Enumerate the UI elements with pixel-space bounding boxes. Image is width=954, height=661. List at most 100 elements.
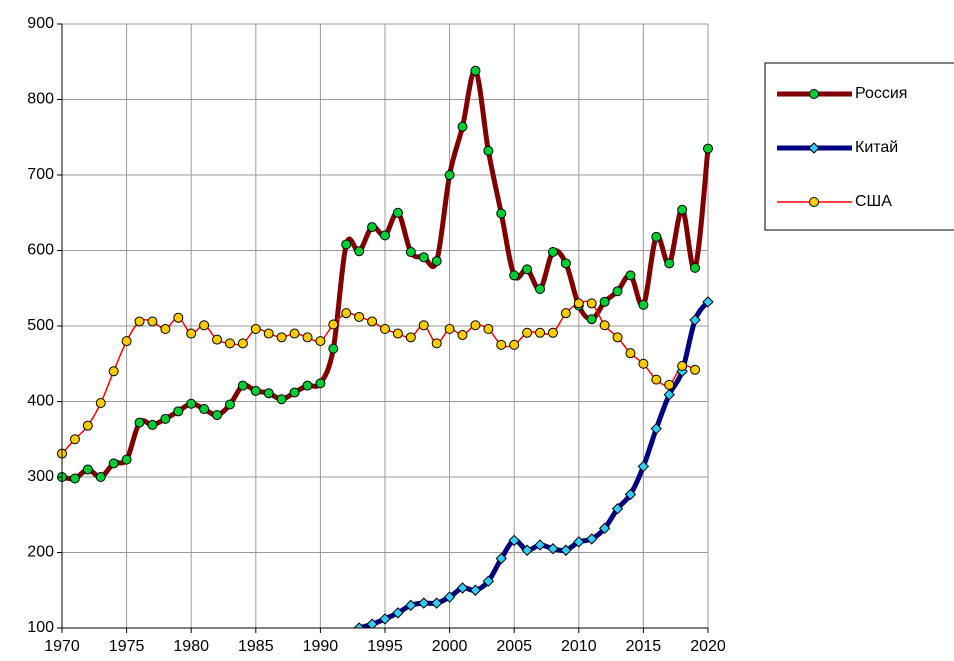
marker (418, 597, 430, 609)
marker (341, 239, 352, 250)
marker (199, 320, 210, 331)
marker (663, 388, 675, 401)
marker (469, 584, 482, 596)
marker (186, 328, 197, 339)
marker (108, 458, 119, 469)
marker (651, 374, 662, 385)
marker (405, 332, 416, 343)
marker (483, 324, 494, 335)
marker (82, 464, 93, 475)
marker (677, 204, 688, 215)
marker (611, 503, 624, 515)
marker (664, 379, 675, 390)
marker (289, 328, 300, 339)
marker (212, 334, 223, 345)
marker (134, 316, 145, 327)
marker (689, 314, 701, 326)
marker (560, 544, 572, 556)
marker (496, 208, 507, 219)
y-tick-label: 200 (27, 544, 54, 561)
marker (509, 339, 520, 350)
y-tick-label: 700 (27, 166, 54, 183)
marker (392, 607, 404, 619)
marker (638, 358, 649, 369)
marker (173, 406, 184, 417)
marker (186, 398, 197, 409)
x-tick-label: 2005 (496, 638, 532, 655)
marker (482, 575, 495, 587)
marker (470, 65, 481, 76)
legend-marker (809, 89, 819, 99)
marker (560, 308, 571, 319)
marker (328, 319, 339, 330)
marker (345, 627, 347, 628)
marker (121, 336, 132, 347)
marker (263, 328, 274, 339)
x-tick-label: 1985 (238, 638, 274, 655)
marker (276, 394, 287, 405)
marker (651, 231, 662, 242)
marker (612, 332, 623, 343)
marker (535, 284, 546, 295)
series-line (352, 300, 711, 628)
marker (522, 327, 533, 338)
x-tick-label: 2015 (626, 638, 662, 655)
marker (573, 298, 584, 309)
marker (353, 622, 365, 628)
marker (443, 591, 456, 603)
marker (289, 387, 300, 398)
marker (405, 247, 416, 258)
marker (82, 420, 93, 431)
marker (509, 270, 520, 281)
marker (263, 388, 274, 399)
marker (495, 552, 507, 565)
x-tick-label: 2010 (561, 638, 597, 655)
marker (547, 543, 559, 555)
legend-label: Россия (855, 85, 907, 102)
y-tick-label: 100 (27, 619, 54, 636)
marker (586, 314, 597, 325)
x-tick-label: 1980 (173, 638, 209, 655)
marker (483, 145, 494, 156)
marker (456, 582, 469, 594)
marker (573, 536, 585, 548)
x-tick-label: 1975 (109, 638, 145, 655)
marker (379, 613, 391, 625)
marker (612, 286, 623, 297)
marker (444, 170, 455, 180)
marker (431, 256, 442, 267)
marker (457, 330, 468, 341)
marker (418, 320, 429, 331)
legend-marker (809, 197, 819, 207)
y-tick-label: 600 (27, 242, 54, 259)
marker (496, 339, 507, 350)
marker (160, 324, 171, 335)
marker (95, 398, 106, 409)
x-tick-label: 1990 (303, 638, 339, 655)
marker (535, 327, 546, 338)
marker (237, 380, 248, 391)
marker (392, 328, 403, 339)
y-tick-label: 500 (27, 317, 54, 334)
marker (586, 533, 598, 545)
marker (302, 332, 313, 343)
marker (134, 417, 145, 428)
marker (560, 258, 571, 269)
marker (598, 522, 611, 535)
marker (508, 534, 520, 547)
legend-label: США (855, 193, 892, 210)
x-tick-label: 2020 (690, 638, 726, 655)
marker (250, 324, 261, 335)
marker (328, 343, 339, 354)
marker (638, 299, 649, 310)
marker (430, 597, 443, 609)
marker (690, 262, 701, 273)
marker (534, 539, 546, 551)
marker (392, 207, 403, 218)
marker (703, 143, 713, 154)
marker (276, 332, 287, 343)
marker (624, 488, 637, 501)
marker (650, 422, 663, 435)
marker (173, 312, 184, 323)
marker (380, 230, 390, 241)
